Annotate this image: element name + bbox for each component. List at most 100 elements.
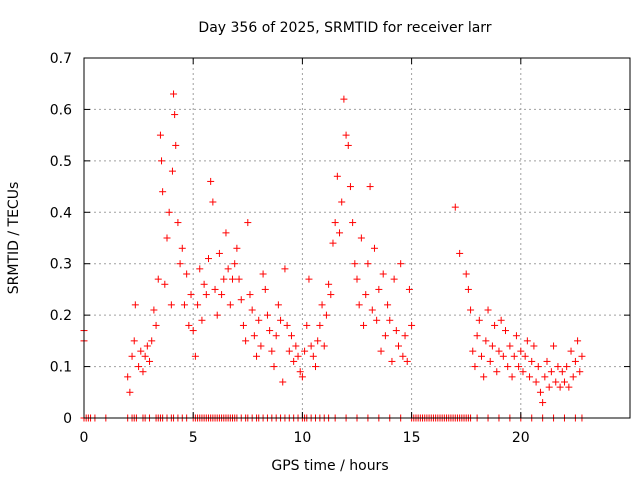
- data-point: [218, 291, 226, 299]
- data-point: [480, 373, 488, 381]
- data-point: [128, 352, 136, 360]
- data-point: [508, 373, 516, 381]
- data-point: [475, 316, 483, 324]
- data-point: [259, 270, 267, 278]
- data-point: [486, 357, 494, 365]
- data-point: [301, 347, 309, 355]
- y-tick-label: 0.1: [50, 360, 72, 376]
- chart-title: Day 356 of 2025, SRMTID for receiver lar…: [198, 20, 491, 36]
- data-point: [194, 301, 202, 309]
- data-point: [148, 337, 156, 345]
- data-point: [246, 291, 254, 299]
- data-point: [521, 352, 529, 360]
- y-tick-label: 0: [63, 411, 72, 427]
- data-point: [333, 172, 341, 180]
- data-point: [336, 229, 344, 237]
- axis-ticks: 0 5 10 15 20 0 0.1 0.2 0.3 0.4 0.5 0.6 0.7: [50, 51, 630, 446]
- data-point: [312, 363, 320, 371]
- data-point: [229, 275, 237, 283]
- data-point: [357, 234, 365, 242]
- data-point: [174, 219, 182, 227]
- data-point: [504, 363, 512, 371]
- data-point: [384, 301, 392, 309]
- data-point: [167, 301, 175, 309]
- data-point: [187, 291, 195, 299]
- x-tick-label: 15: [403, 430, 421, 446]
- data-point: [213, 311, 221, 319]
- data-point: [375, 285, 383, 293]
- data-point: [528, 357, 536, 365]
- data-point: [239, 321, 247, 329]
- data-point: [506, 342, 514, 350]
- data-point: [303, 321, 311, 329]
- data-point: [543, 357, 551, 365]
- data-point: [408, 321, 416, 329]
- data-point: [495, 347, 503, 355]
- data-point: [550, 342, 558, 350]
- data-point: [534, 363, 542, 371]
- data-point: [154, 275, 162, 283]
- data-point: [473, 332, 481, 340]
- data-point: [139, 368, 147, 376]
- data-point: [493, 368, 501, 376]
- data-point: [340, 95, 348, 103]
- data-point: [569, 373, 577, 381]
- data-point: [322, 311, 330, 319]
- data-point: [152, 321, 160, 329]
- data-point: [560, 378, 568, 386]
- data-point: [274, 301, 282, 309]
- data-point: [257, 342, 265, 350]
- data-point: [263, 311, 271, 319]
- data-point: [215, 249, 223, 257]
- data-point: [270, 363, 278, 371]
- data-point: [222, 229, 230, 237]
- data-point: [325, 280, 333, 288]
- data-point: [161, 280, 169, 288]
- y-tick-label: 0.5: [50, 154, 72, 170]
- data-point: [502, 327, 510, 335]
- data-point: [124, 373, 132, 381]
- y-axis-label: SRMTID / TECUs: [6, 182, 22, 295]
- data-point: [477, 352, 485, 360]
- data-point: [305, 275, 313, 283]
- data-point: [298, 373, 306, 381]
- data-point: [143, 342, 151, 350]
- data-point: [370, 244, 378, 252]
- data-point: [198, 316, 206, 324]
- data-point: [253, 352, 261, 360]
- x-tick-label: 10: [293, 430, 311, 446]
- data-point: [499, 352, 507, 360]
- data-point: [196, 265, 204, 273]
- data-point: [530, 342, 538, 350]
- x-tick-label: 20: [512, 430, 530, 446]
- data-point: [349, 219, 357, 227]
- data-point: [571, 357, 579, 365]
- data-point: [497, 316, 505, 324]
- data-point: [185, 321, 193, 329]
- data-point: [183, 270, 191, 278]
- data-point: [482, 337, 490, 345]
- data-point: [515, 363, 523, 371]
- data-point: [237, 296, 245, 304]
- data-point: [469, 347, 477, 355]
- data-point: [360, 321, 368, 329]
- data-point: [131, 301, 139, 309]
- y-tick-label: 0.2: [50, 308, 72, 324]
- data-point: [250, 332, 258, 340]
- data-point: [379, 270, 387, 278]
- data-point: [545, 383, 553, 391]
- data-point: [399, 352, 407, 360]
- data-point: [342, 131, 350, 139]
- data-point: [314, 337, 322, 345]
- data-point: [165, 208, 173, 216]
- data-point: [344, 141, 352, 149]
- data-point: [331, 219, 339, 227]
- data-point: [171, 111, 179, 119]
- data-point: [578, 352, 586, 360]
- data-point: [130, 337, 138, 345]
- data-point: [146, 357, 154, 365]
- data-point: [346, 183, 354, 191]
- data-point: [150, 306, 158, 314]
